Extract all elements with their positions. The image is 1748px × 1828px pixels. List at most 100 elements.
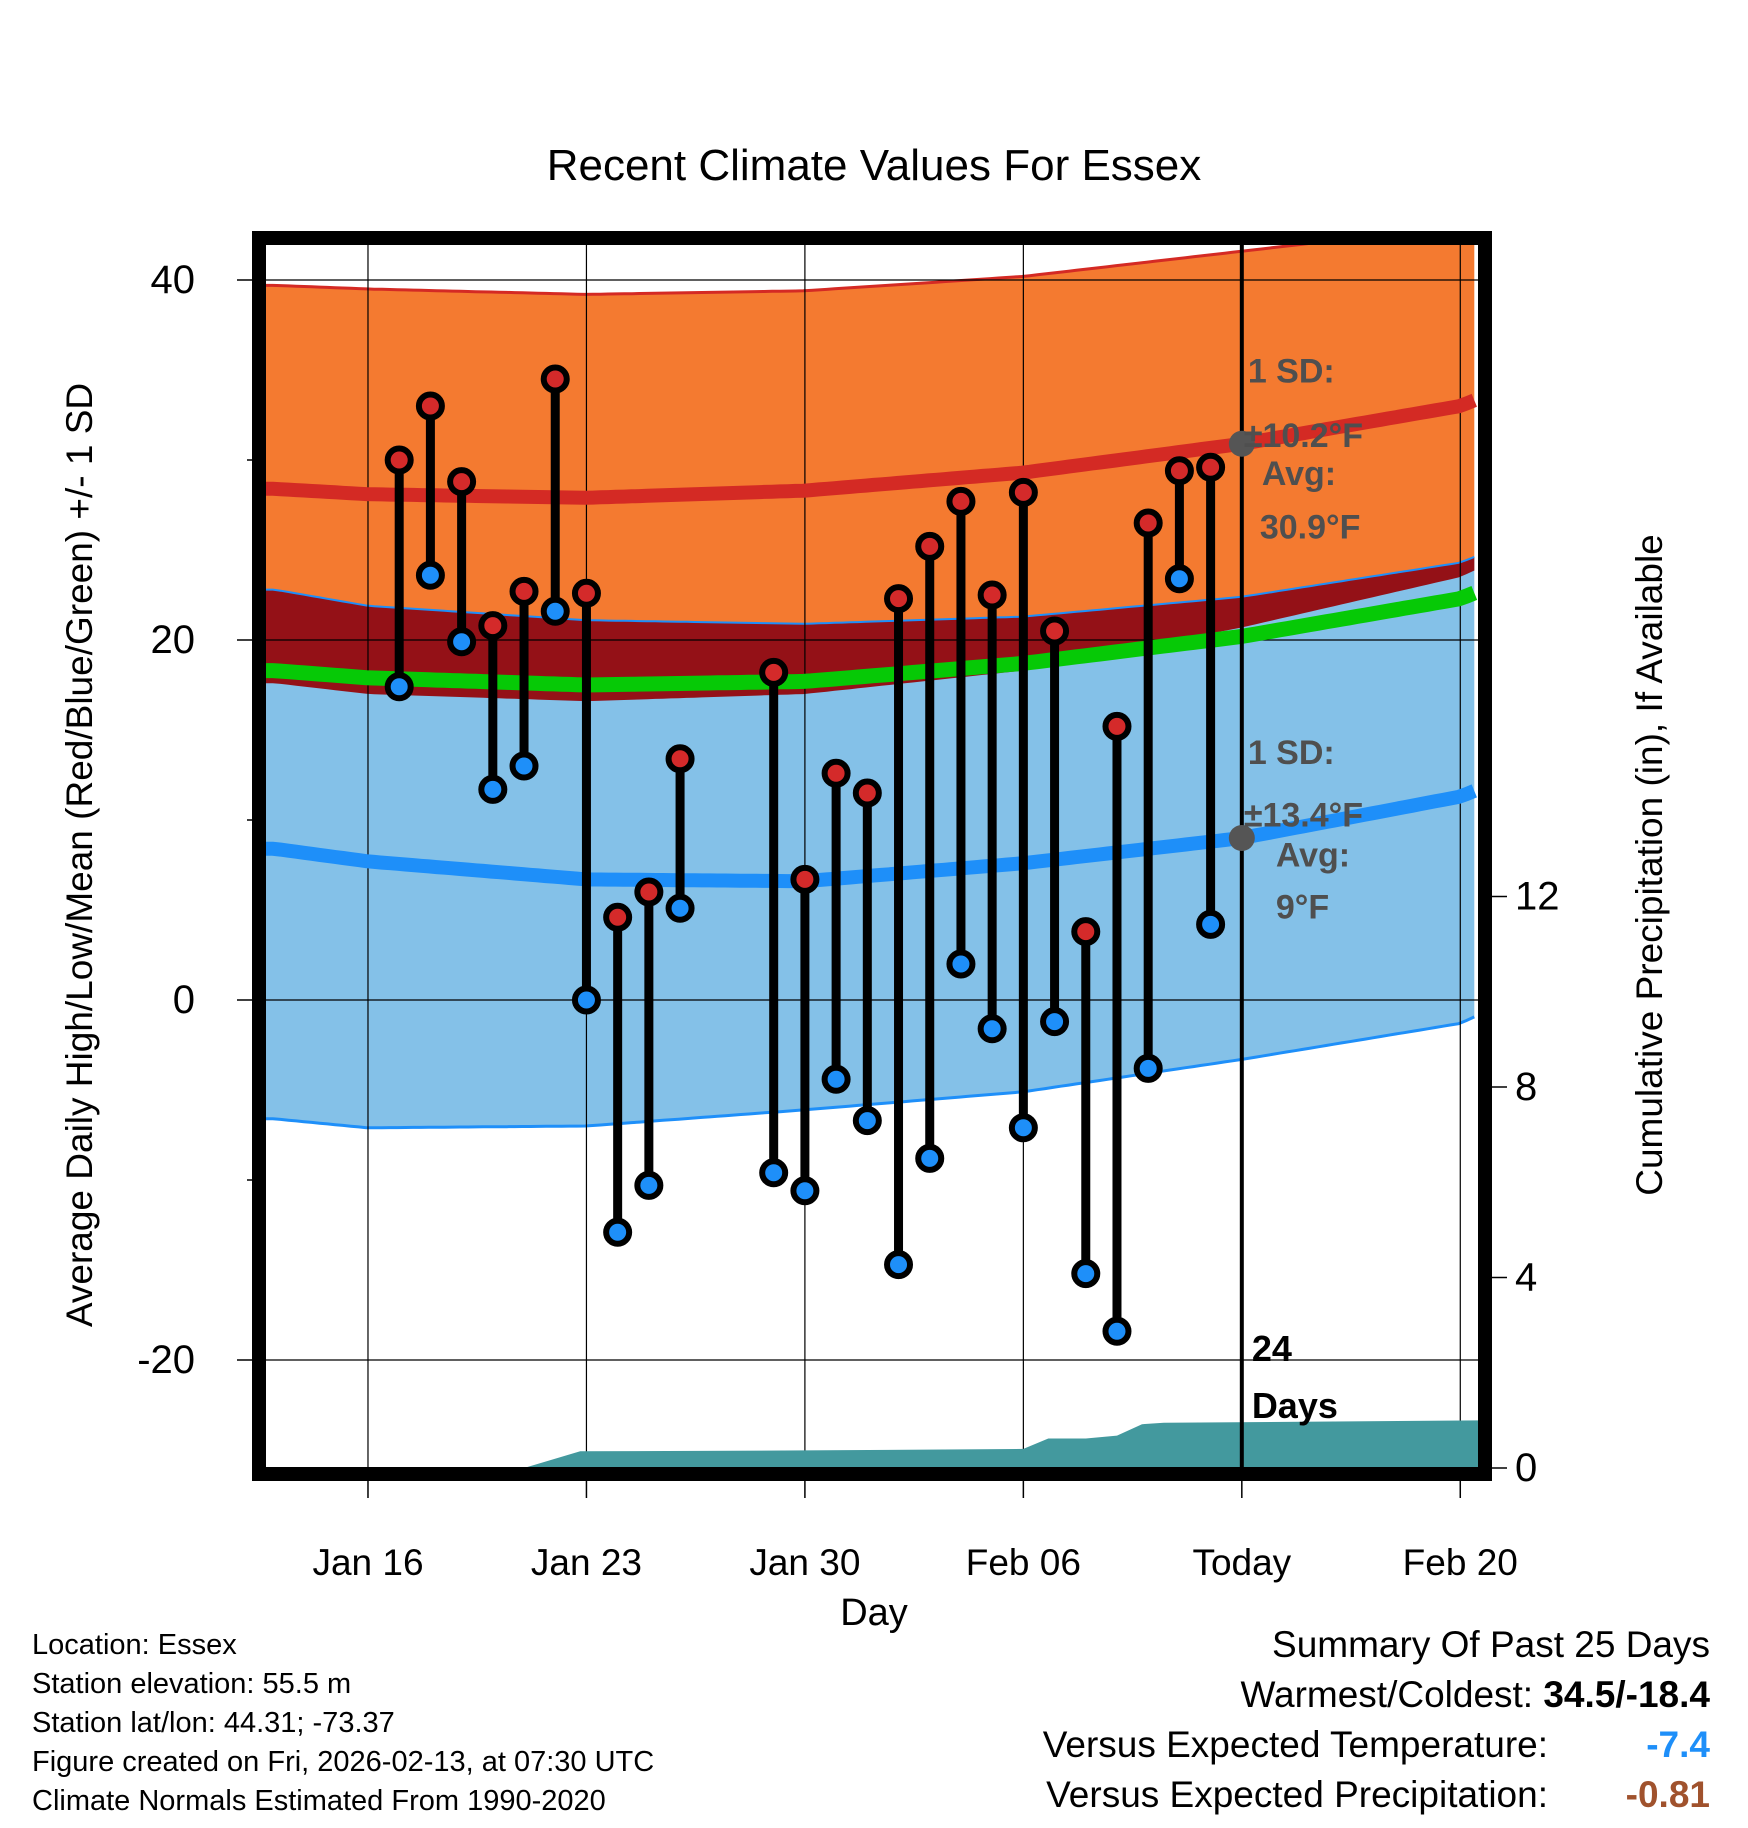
daily-high-point xyxy=(540,364,570,394)
y2-tick-label: 12 xyxy=(1515,874,1560,918)
daily-low-point xyxy=(478,774,508,804)
normal-high-line xyxy=(265,393,1477,505)
daily-high-point xyxy=(1102,711,1132,741)
summary-panel: Summary Of Past 25 Days Warmest/Coldest:… xyxy=(1043,1620,1710,1820)
y-tick-label: -20 xyxy=(137,1338,195,1382)
daily-low-point xyxy=(946,949,976,979)
daily-high-point xyxy=(1196,452,1226,482)
daily-low-point xyxy=(1164,564,1194,594)
y2-tick-label: 8 xyxy=(1515,1065,1537,1109)
daily-high-point xyxy=(571,578,601,608)
daily-low-point xyxy=(915,1143,945,1173)
normals-text: Climate Normals Estimated From 1990-2020 xyxy=(32,1785,606,1817)
daily-high-point xyxy=(759,657,789,687)
daily-low-point xyxy=(415,560,445,590)
daily-high-point xyxy=(1008,477,1038,507)
daily-low-point xyxy=(1196,909,1226,939)
summary-title: Summary Of Past 25 Days xyxy=(1272,1624,1710,1665)
normal-mean-line xyxy=(265,585,1478,693)
high-sd-label: 1 SD: xyxy=(1248,353,1335,391)
y-tick-label: 20 xyxy=(151,618,196,662)
daily-low-point xyxy=(447,627,477,657)
daily-low-point xyxy=(603,1217,633,1247)
daily-low-point xyxy=(634,1170,664,1200)
daily-low-point xyxy=(1102,1316,1132,1346)
daily-low-point xyxy=(665,893,695,923)
daily-high-point xyxy=(478,611,508,641)
y-tick-label: 0 xyxy=(173,978,195,1022)
low-avg-label: Avg: xyxy=(1276,837,1350,875)
daily-high-point xyxy=(1164,456,1194,486)
daily-low-point xyxy=(571,985,601,1015)
daily-high-point xyxy=(946,486,976,516)
chart-title: Recent Climate Values For Essex xyxy=(547,141,1202,190)
summary-temp-row: Versus Expected Temperature: -7.4 xyxy=(1043,1720,1710,1770)
daily-high-point xyxy=(384,445,414,475)
observed-series xyxy=(384,364,1226,1346)
days-count-word: Days xyxy=(1252,1385,1338,1426)
daily-high-point xyxy=(1040,616,1070,646)
daily-low-point xyxy=(821,1064,851,1094)
temp-value: -7.4 xyxy=(1646,1724,1710,1765)
daily-low-point xyxy=(759,1158,789,1188)
created-text: Figure created on Fri, 2026-02-13, at 07… xyxy=(32,1746,655,1778)
daily-high-point xyxy=(509,576,539,606)
y2-tick-label: 4 xyxy=(1515,1255,1537,1299)
plot-frame xyxy=(252,231,1492,1481)
elevation-text: Station elevation: 55.5 m xyxy=(32,1668,352,1700)
y-tick-label: 40 xyxy=(151,258,196,302)
daily-high-point xyxy=(852,778,882,808)
precip-value: -0.81 xyxy=(1625,1774,1710,1815)
x-tick-label: Jan 30 xyxy=(749,1542,860,1583)
daily-high-point xyxy=(977,580,1007,610)
precip-label: Versus Expected Precipitation: xyxy=(1046,1774,1548,1815)
daily-high-point xyxy=(790,864,820,894)
warmest-label: Warmest/Coldest: xyxy=(1240,1674,1534,1715)
low-sd-value: ±13.4°F xyxy=(1244,797,1363,835)
sd-overlap-band xyxy=(265,556,1475,702)
y2-axis-label: Cumulative Precipitation (in), If Availa… xyxy=(1629,534,1670,1196)
x-tick-label: Feb 20 xyxy=(1403,1542,1518,1583)
daily-low-point xyxy=(1133,1053,1163,1083)
daily-high-point xyxy=(915,531,945,561)
daily-low-point xyxy=(1040,1007,1070,1037)
daily-low-point xyxy=(384,672,414,702)
daily-high-point xyxy=(447,467,477,497)
low-avg-value: 9°F xyxy=(1276,888,1329,926)
high-avg-label: Avg: xyxy=(1262,455,1336,493)
x-tick-label: Today xyxy=(1192,1542,1291,1583)
high-upper-edge xyxy=(265,244,1318,296)
warmest-value: 34.5/-18.4 xyxy=(1543,1674,1710,1715)
days-count-number: 24 xyxy=(1252,1328,1292,1369)
x-axis-label: Day xyxy=(840,1592,908,1634)
daily-low-point xyxy=(1008,1113,1038,1143)
x-tick-label: Feb 06 xyxy=(966,1542,1081,1583)
daily-high-point xyxy=(1133,508,1163,538)
low-upper-edge xyxy=(265,555,1475,625)
axes: Jan 16 Jan 23 Jan 30 Feb 06 Today Feb 20 -20 0 2… xyxy=(137,258,1559,1583)
daily-low-point xyxy=(540,596,570,626)
temp-label: Versus Expected Temperature: xyxy=(1042,1724,1548,1765)
daily-high-point xyxy=(665,744,695,774)
low-sd-label: 1 SD: xyxy=(1248,734,1335,772)
precip-area xyxy=(265,1420,1479,1468)
daily-high-point xyxy=(415,391,445,421)
daily-high-point xyxy=(1071,917,1101,947)
daily-high-point xyxy=(634,877,664,907)
daily-low-point xyxy=(884,1250,914,1280)
daily-low-point xyxy=(509,751,539,781)
summary-precip-row: Versus Expected Precipitation: -0.81 xyxy=(1043,1770,1710,1820)
summary-warmest-row: Warmest/Coldest: 34.5/-18.4 xyxy=(1043,1670,1710,1720)
today-low-normal-dot xyxy=(1228,825,1255,851)
daily-high-point xyxy=(603,902,633,932)
daily-high-point xyxy=(884,584,914,614)
y2-tick-label: 0 xyxy=(1515,1446,1537,1490)
daily-high-point xyxy=(821,758,851,788)
x-tick-label: Jan 23 xyxy=(531,1542,642,1583)
today-high-normal-dot xyxy=(1228,430,1255,457)
daily-low-point xyxy=(977,1014,1007,1044)
location-text: Location: Essex xyxy=(32,1629,237,1661)
precipitation-series xyxy=(265,1420,1479,1468)
